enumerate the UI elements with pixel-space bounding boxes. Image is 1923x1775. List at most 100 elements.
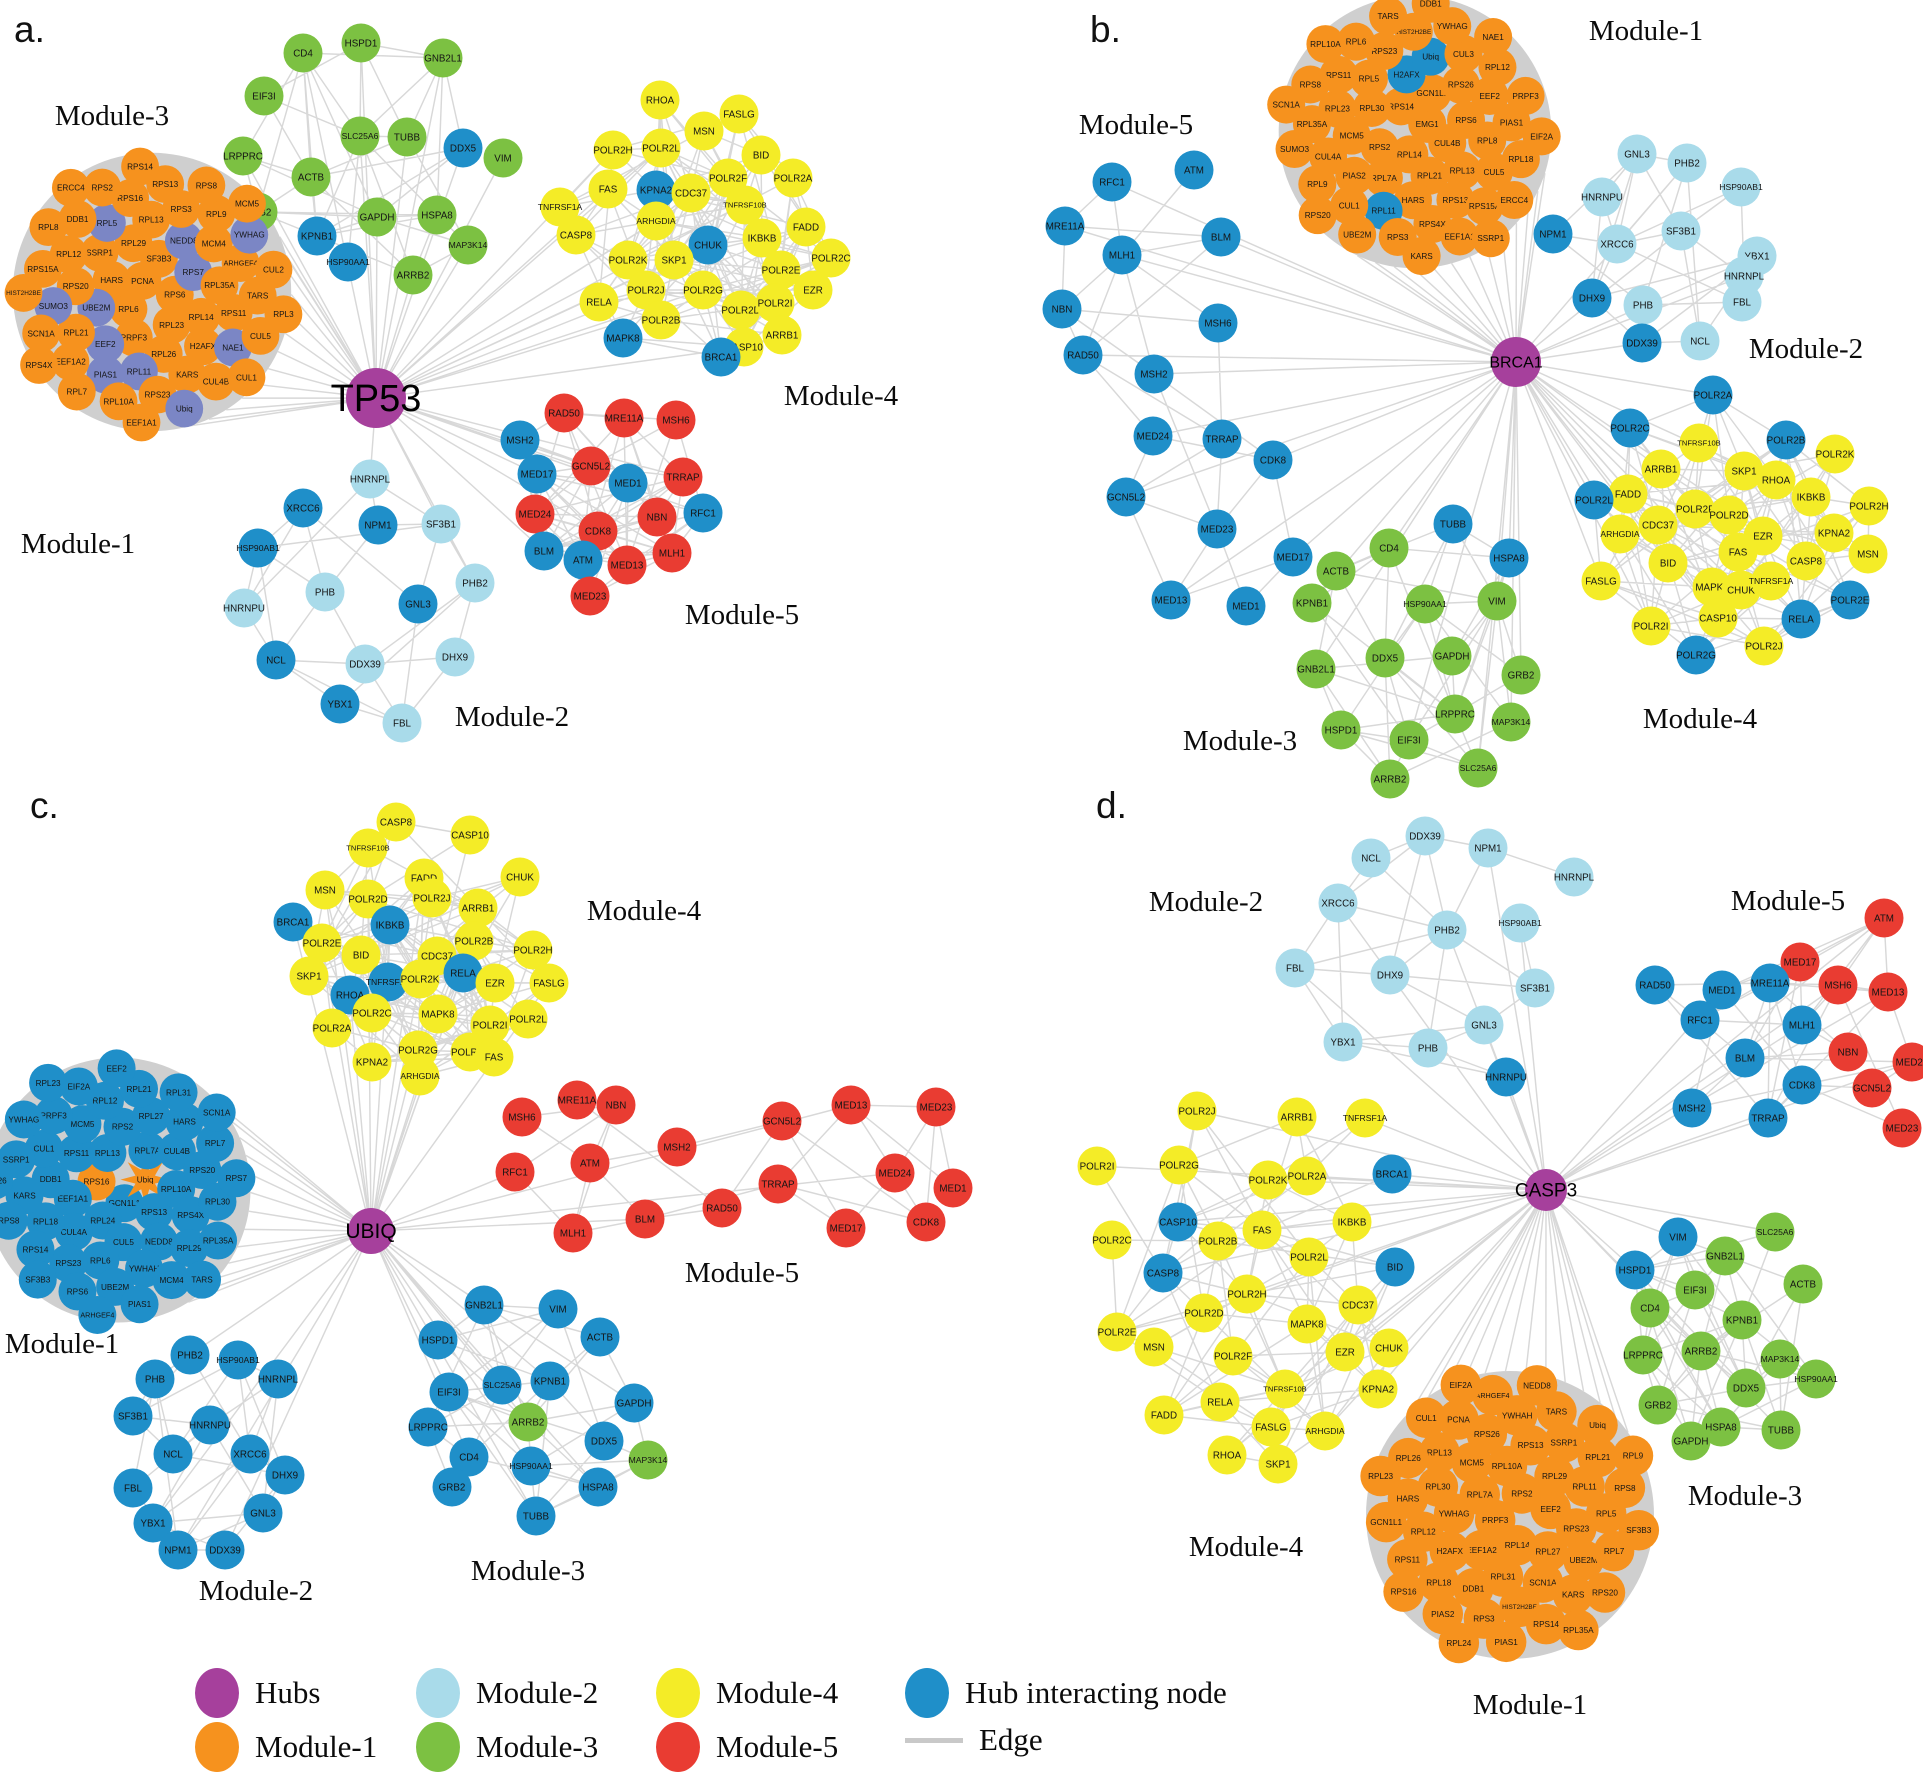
node-RPL9: RPL9 [1612, 1435, 1654, 1477]
node-POLR2B: POLR2B [1198, 1221, 1238, 1261]
node-Ubiq: Ubiq [165, 389, 204, 428]
node-MED1: MED1 [1226, 586, 1266, 626]
node-BLM: BLM [524, 531, 564, 571]
node-RPS4X: RPS4X [20, 346, 58, 384]
node-MSH2: MSH2 [1134, 354, 1174, 394]
node-RPS14: RPS14 [121, 147, 159, 186]
node-RFC1: RFC1 [1092, 162, 1132, 202]
node-MAPK8: MAPK8 [603, 318, 643, 358]
node-LRPPRC: LRPPRC [1435, 694, 1475, 734]
node-MED23: MED23 [916, 1087, 956, 1127]
node-NPM1: NPM1 [158, 1530, 198, 1570]
node-MED23: MED23 [1197, 509, 1237, 549]
node-SLC25A6: SLC25A6 [1755, 1212, 1795, 1252]
node-GAPDH: GAPDH [357, 197, 397, 237]
node-EIF3I: EIF3I [1389, 720, 1429, 760]
node-BLM: BLM [625, 1199, 665, 1239]
node-FASLG: FASLG [529, 963, 569, 1003]
node-PHB2: PHB2 [1427, 910, 1467, 950]
node-ATM: ATM [1864, 898, 1904, 938]
node-HSPA8: HSPA8 [1489, 538, 1529, 578]
node-BLM: BLM [1201, 217, 1241, 257]
node-TNFRSF10B: TNFRSF10B [1677, 423, 1721, 463]
node-RELA: RELA [1781, 599, 1821, 639]
node-MRE11A: MRE11A [1045, 206, 1085, 246]
node-ARHGDIA: ARHGDIA [400, 1056, 440, 1096]
node-HNRNPU: HNRNPU [1581, 177, 1623, 217]
node-MED17: MED17 [826, 1208, 866, 1248]
node-POLR2H: POLR2H [1849, 486, 1889, 526]
node-DDX39: DDX39 [345, 644, 385, 684]
node-ARRB2: ARRB2 [1370, 759, 1410, 799]
node-GNL3: GNL3 [1464, 1005, 1504, 1045]
node-POLR2I: POLR2I [755, 283, 795, 323]
node-PRPF3: PRPF3 [1506, 76, 1545, 115]
node-POLR2L: POLR2L [1574, 480, 1614, 520]
node-TUBB: TUBB [516, 1496, 556, 1536]
node-CUL2: CUL2 [254, 250, 293, 289]
node-RFC1: RFC1 [683, 493, 723, 533]
node-MED13: MED13 [831, 1085, 871, 1125]
node-PHB: PHB [1408, 1028, 1448, 1068]
node-HSPD1: HSPD1 [1321, 710, 1361, 750]
node-KPNA2: KPNA2 [1358, 1369, 1398, 1409]
node-RPL23: RPL23 [1360, 1455, 1401, 1497]
node-KPNB1: KPNB1 [1292, 583, 1332, 623]
node-ACTB: ACTB [1316, 551, 1356, 591]
node-EEF1A1: EEF1A1 [122, 403, 161, 442]
node-EZR: EZR [793, 270, 833, 310]
node-PIAS1: PIAS1 [1485, 1621, 1527, 1663]
node-PHB: PHB [305, 572, 345, 612]
panel-letter: c. [30, 785, 59, 826]
node-FBL: FBL [113, 1468, 153, 1508]
node-RPL35A: RPL35A [1558, 1609, 1599, 1651]
node-POLR2F: POLR2F [1213, 1336, 1253, 1376]
node-MED23: MED23 [570, 576, 610, 616]
node-POLR2K: POLR2K [400, 959, 440, 999]
node-FADD: FADD [1608, 474, 1648, 514]
node-PHB2: PHB2 [170, 1335, 210, 1375]
node-MAPK8: MAPK8 [1287, 1304, 1327, 1344]
node-NBN: NBN [596, 1085, 636, 1125]
node-ACTB: ACTB [580, 1317, 620, 1357]
node-POLR2K: POLR2K [1815, 434, 1855, 474]
node-RFC1: RFC1 [1680, 1000, 1720, 1040]
node-IKBKB: IKBKB [370, 905, 410, 945]
node-FASLG: FASLG [1251, 1407, 1291, 1447]
node-MAP3K14: MAP3K14 [628, 1440, 668, 1480]
node-POLR2G: POLR2G [1159, 1145, 1199, 1185]
node-TUBB: TUBB [1433, 504, 1473, 544]
node-FBL: FBL [1722, 282, 1762, 322]
module-label-Module-5: Module-5 [685, 599, 799, 631]
module-label-Module-2: Module-2 [199, 1575, 313, 1607]
panel-d: DDX39 NPM1 NCL HNRNPL XRCC6 PHB2 HSP90AB1 FBL DH… [1077, 785, 1923, 1721]
node-TRRAP: TRRAP [1748, 1098, 1788, 1138]
node-MSN: MSN [305, 870, 345, 910]
node-ATM: ATM [563, 540, 603, 580]
node-MCM5: MCM5 [228, 184, 266, 223]
node-RHOA: RHOA [1756, 460, 1796, 500]
node-POLR2H: POLR2H [1227, 1274, 1267, 1314]
node-DDX5: DDX5 [1365, 638, 1405, 678]
node-UBE2M: UBE2M [1338, 215, 1377, 254]
node-ARRB2: ARRB2 [393, 255, 433, 295]
node-PHB2: PHB2 [1667, 143, 1707, 183]
node-MED13: MED13 [607, 545, 647, 585]
node-CDC37: CDC37 [671, 173, 711, 213]
node-DDX5: DDX5 [443, 128, 483, 168]
node-ACTB: ACTB [1783, 1264, 1823, 1304]
node-TNFRSF1A: TNFRSF1A [1343, 1098, 1387, 1138]
node-ARRB2: ARRB2 [508, 1402, 548, 1442]
node-VIM: VIM [1658, 1217, 1698, 1257]
node-RPL35A: RPL35A [199, 1221, 238, 1260]
node-MSH2: MSH2 [1672, 1088, 1712, 1128]
node-POLR2C: POLR2C [1610, 408, 1650, 448]
node-CASP8: CASP8 [1786, 541, 1826, 581]
node-RHOA: RHOA [1207, 1435, 1247, 1475]
node-POLR2K: POLR2K [1248, 1160, 1288, 1200]
module-label-Module-2: Module-2 [455, 701, 569, 733]
hub-UBIQ: UBIQ [345, 1208, 397, 1254]
node-ACTB: ACTB [291, 157, 331, 197]
node-POLR2D: POLR2D [1709, 495, 1749, 535]
